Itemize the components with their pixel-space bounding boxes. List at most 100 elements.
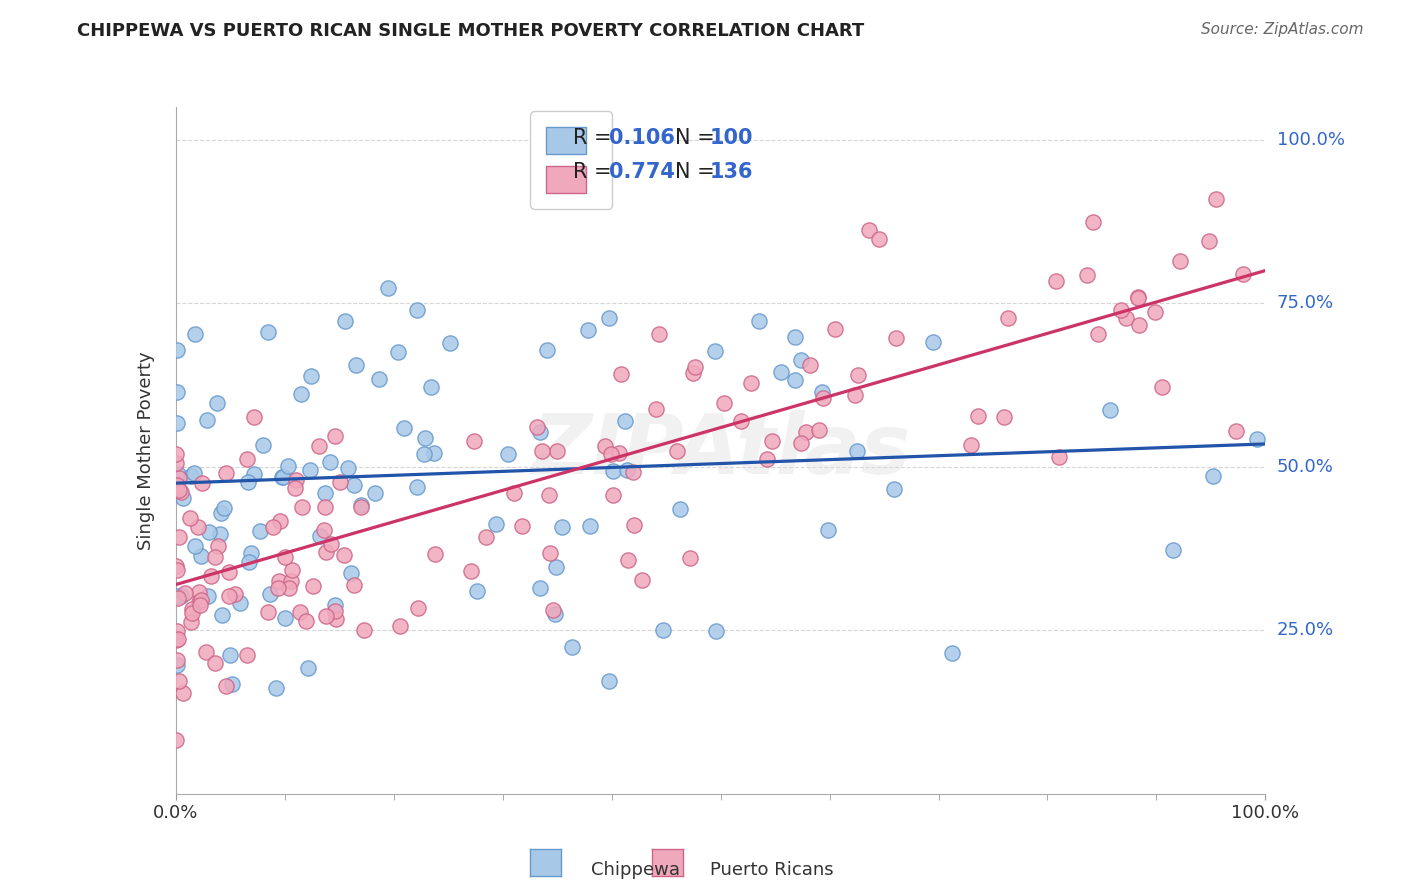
- Point: [197, 590, 219, 604]
- Point: [413, 430, 436, 444]
- Point: [377, 281, 399, 295]
- Point: [280, 563, 302, 577]
- Point: [236, 648, 259, 662]
- Point: [184, 539, 207, 553]
- Point: [546, 560, 568, 574]
- Point: [329, 475, 352, 489]
- Point: [333, 548, 356, 562]
- Point: [308, 438, 330, 452]
- Point: [704, 624, 727, 638]
- Point: [824, 321, 846, 335]
- Point: [277, 459, 299, 474]
- Point: [785, 373, 807, 387]
- Text: 100.0%: 100.0%: [1277, 131, 1344, 149]
- Point: [1098, 402, 1121, 417]
- Point: [1225, 424, 1247, 438]
- Point: [538, 546, 561, 560]
- Point: [364, 486, 387, 500]
- Point: [679, 551, 702, 566]
- Point: [169, 530, 191, 544]
- Point: [389, 619, 412, 633]
- Point: [297, 661, 319, 675]
- Point: [1115, 311, 1137, 326]
- Point: [817, 523, 839, 537]
- Point: [460, 564, 482, 578]
- Point: [314, 500, 336, 514]
- Point: [576, 323, 599, 337]
- Point: [537, 488, 560, 502]
- Point: [530, 443, 553, 458]
- Point: [257, 325, 280, 339]
- Point: [756, 451, 779, 466]
- Point: [340, 566, 363, 581]
- Point: [325, 612, 347, 626]
- Point: [197, 413, 219, 427]
- Point: [799, 358, 821, 372]
- Point: [270, 470, 292, 484]
- Point: [790, 353, 813, 368]
- Point: [1128, 318, 1150, 333]
- Point: [1087, 326, 1109, 341]
- Point: [166, 343, 188, 358]
- Point: [166, 563, 188, 577]
- Point: [669, 501, 692, 516]
- Point: [544, 607, 567, 621]
- Point: [166, 653, 188, 667]
- Point: [238, 555, 260, 569]
- Point: [561, 640, 583, 654]
- Point: [181, 602, 204, 616]
- Point: [868, 231, 890, 245]
- Point: [267, 574, 290, 589]
- Text: Chippewa: Chippewa: [591, 861, 679, 879]
- Point: [406, 302, 429, 317]
- Point: [616, 463, 638, 477]
- Point: [209, 526, 232, 541]
- Point: [616, 553, 638, 567]
- Point: [967, 409, 990, 423]
- Text: 50.0%: 50.0%: [1277, 458, 1333, 475]
- Point: [631, 573, 654, 587]
- Point: [593, 439, 616, 453]
- Point: [485, 517, 508, 532]
- Point: [607, 446, 630, 460]
- Point: [249, 524, 271, 538]
- Point: [269, 514, 291, 528]
- Point: [408, 601, 430, 615]
- Point: [536, 343, 558, 358]
- Point: [1047, 450, 1070, 465]
- Point: [420, 380, 443, 394]
- Point: [811, 391, 834, 405]
- Point: [165, 456, 187, 470]
- Point: [343, 478, 366, 492]
- Point: [207, 539, 229, 553]
- Point: [886, 331, 908, 345]
- Point: [666, 444, 689, 458]
- Point: [285, 474, 308, 488]
- Point: [204, 656, 226, 670]
- Point: [252, 438, 274, 452]
- Point: [236, 451, 259, 466]
- Point: [526, 420, 548, 434]
- Point: [796, 425, 818, 440]
- Point: [703, 343, 725, 358]
- Point: [1246, 433, 1268, 447]
- Point: [993, 410, 1015, 425]
- Point: [184, 326, 207, 341]
- Point: [166, 478, 188, 492]
- Point: [180, 615, 202, 629]
- Point: [682, 366, 704, 380]
- Point: [238, 475, 260, 489]
- Point: [323, 604, 346, 618]
- Point: [211, 608, 233, 623]
- Text: N =: N =: [675, 162, 721, 182]
- Point: [314, 486, 336, 500]
- Point: [323, 428, 346, 442]
- Point: [188, 595, 211, 609]
- Point: [195, 645, 218, 659]
- Point: [198, 524, 221, 539]
- Point: [188, 585, 211, 599]
- Text: ZIPAtlas: ZIPAtlas: [531, 410, 910, 491]
- Point: [336, 460, 359, 475]
- Text: CHIPPEWA VS PUERTO RICAN SINGLE MOTHER POVERTY CORRELATION CHART: CHIPPEWA VS PUERTO RICAN SINGLE MOTHER P…: [77, 22, 865, 40]
- Point: [922, 334, 945, 349]
